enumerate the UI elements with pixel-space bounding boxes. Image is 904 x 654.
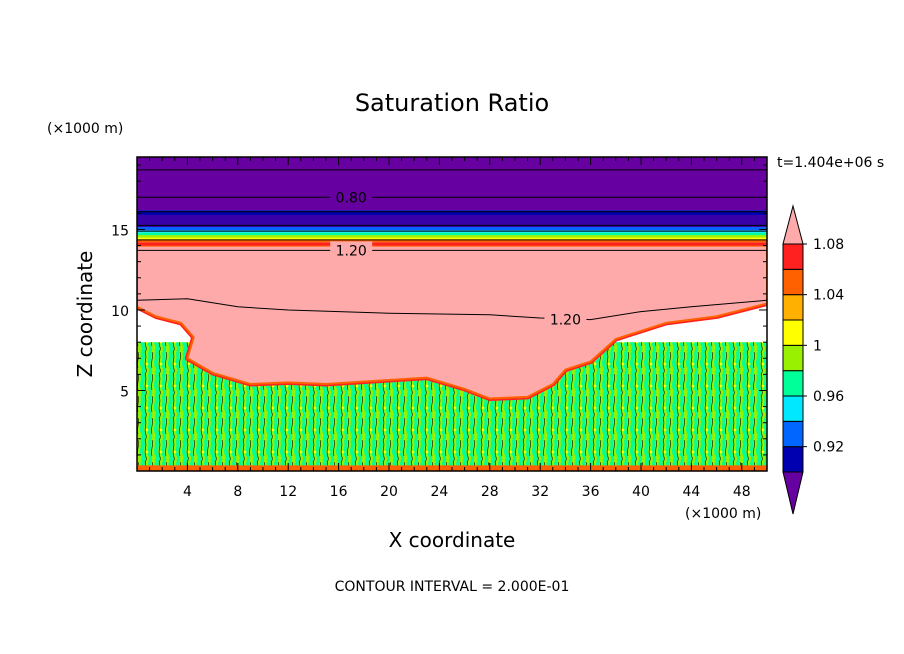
transition-band	[137, 237, 767, 240]
contour-label-bg	[544, 310, 587, 327]
contour-label: 0.80	[336, 190, 367, 206]
colorbar-swatch	[782, 268, 804, 296]
contour-label: 1.20	[336, 243, 367, 259]
colorbar-end-low	[782, 471, 804, 515]
colorbar-label: 1.04	[813, 288, 844, 304]
y-unit-label: (×1000 m)	[47, 121, 123, 137]
upper-band	[137, 214, 767, 228]
upper-dry-layer	[137, 157, 767, 211]
colorbar-swatch	[782, 319, 804, 346]
y-tick-label: 10	[111, 304, 129, 320]
contour-line	[137, 298, 767, 321]
saturated-layer-edge	[137, 244, 767, 400]
transition-band	[137, 239, 767, 243]
contour-labels: 0.80 1.20 1.20	[330, 188, 587, 329]
colorbar-swatch	[782, 294, 804, 321]
chart-title: Saturation Ratio	[355, 89, 549, 117]
x-tick-label: 8	[233, 484, 242, 500]
colorbar: 0.92 0.96 1 1.04 1.08	[782, 204, 844, 515]
colorbar-label: 1.08	[813, 237, 844, 253]
contour-label: 1.20	[550, 313, 581, 329]
transition-band	[137, 232, 767, 236]
colorbar-swatch	[782, 344, 804, 372]
time-label: t=1.404e+06 s	[777, 155, 884, 171]
colorbar-swatch	[782, 370, 804, 397]
colorbar-swatch	[782, 420, 804, 448]
x-tick-label: 48	[733, 484, 751, 500]
x-tick-label: 28	[481, 484, 499, 500]
x-tick-label: 24	[430, 484, 448, 500]
x-axis-label: X coordinate	[389, 528, 516, 552]
y-tick-label: 5	[120, 384, 129, 400]
colorbar-label: 0.92	[813, 440, 844, 456]
x-tick-label: 32	[531, 484, 549, 500]
colorbar-swatch	[782, 243, 804, 270]
x-unit-label: (×1000 m)	[685, 506, 761, 522]
y-axis-label: Z coordinate	[73, 251, 97, 378]
colorbar-swatch	[782, 395, 804, 422]
x-tick-label: 16	[330, 484, 348, 500]
contour-interval-note: CONTOUR INTERVAL = 2.000E-01	[335, 579, 570, 595]
heatmap-field	[137, 157, 767, 471]
contour-label-bg	[330, 241, 373, 258]
x-axis: 4 8 12 16 20 24 28 32 36 40 44 48	[149, 157, 755, 500]
contour-label-bg	[330, 188, 373, 205]
y-tick-label: 15	[111, 223, 129, 239]
x-tick-label: 44	[682, 484, 700, 500]
transition-band	[137, 235, 767, 238]
colorbar-swatch	[782, 446, 804, 473]
x-tick-label: 20	[380, 484, 398, 500]
transition-band	[137, 227, 767, 231]
x-tick-label: 40	[632, 484, 650, 500]
colorbar-label: 0.96	[813, 389, 844, 405]
colorbar-label: 1	[813, 338, 822, 354]
y-axis: 5 10 15	[111, 164, 767, 456]
x-tick-label: 4	[183, 484, 192, 500]
x-tick-label: 36	[582, 484, 600, 500]
x-tick-label: 12	[279, 484, 297, 500]
transition-band	[137, 242, 767, 246]
colorbar-end-high	[782, 204, 804, 245]
